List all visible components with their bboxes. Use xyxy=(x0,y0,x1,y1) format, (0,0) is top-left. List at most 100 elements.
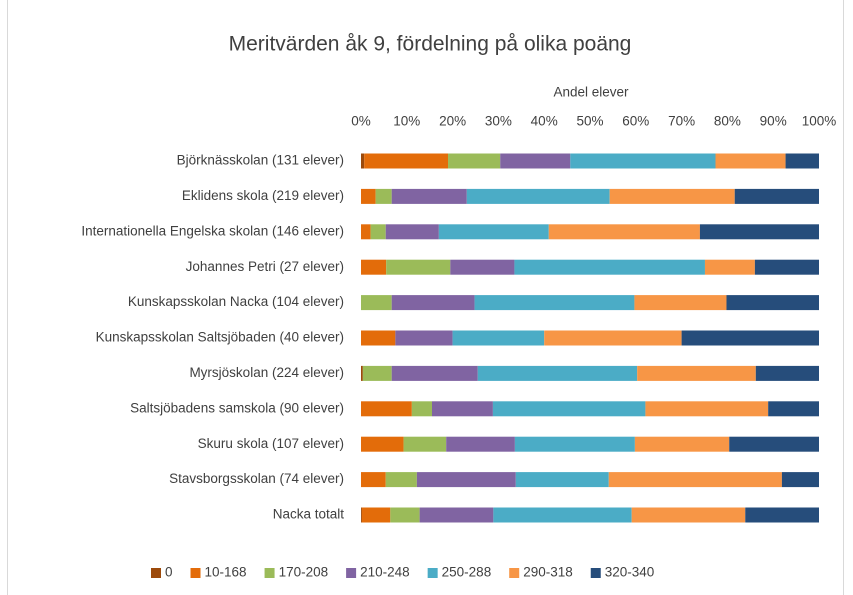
bar-segment xyxy=(390,507,420,523)
x-tick-label: 0% xyxy=(351,114,371,129)
bar-segment xyxy=(391,295,475,311)
legend-swatch xyxy=(190,568,201,578)
legend-label: 290-318 xyxy=(523,565,573,580)
bar-segment xyxy=(477,365,638,381)
x-axis-label: Andel elever xyxy=(553,85,629,100)
legend-label: 320-340 xyxy=(605,565,655,580)
bar-segment xyxy=(466,188,610,204)
bar-segment xyxy=(492,401,646,417)
y-tick-label: Internationella Engelska skolan (146 ele… xyxy=(81,223,344,238)
x-tick-label: 60% xyxy=(622,114,649,129)
bar-segment xyxy=(645,401,769,417)
bar-segment xyxy=(361,330,396,346)
legend-label: 170-208 xyxy=(279,565,329,580)
bar-segment xyxy=(726,295,819,311)
x-tick-label: 90% xyxy=(760,114,787,129)
bar-segment xyxy=(370,224,386,240)
bar-segment xyxy=(729,436,819,452)
bar-segment xyxy=(781,472,819,488)
bar-segment xyxy=(386,259,451,275)
legend-label: 0 xyxy=(165,565,173,580)
x-tick-label: 30% xyxy=(485,114,512,129)
bar-segment xyxy=(544,330,682,346)
y-tick-label: Saltsjöbadens samskola (90 elever) xyxy=(130,400,344,415)
bar-segment xyxy=(361,295,392,311)
bar-segment xyxy=(634,295,727,311)
bar-segment xyxy=(431,401,493,417)
chart-title: Meritvärden åk 9, fördelning på olika po… xyxy=(229,33,632,56)
bar-segment xyxy=(391,188,467,204)
bar-segment xyxy=(450,259,515,275)
bar-segment xyxy=(364,153,449,169)
bar-segment xyxy=(631,507,746,523)
y-tick-label: Kunskapsskolan Nacka (104 elever) xyxy=(128,294,344,309)
bar-segment xyxy=(361,188,376,204)
bar-segment xyxy=(361,259,387,275)
bar-segment xyxy=(734,188,819,204)
bar-segment xyxy=(385,224,439,240)
bar-segment xyxy=(452,330,545,346)
bar-segment xyxy=(515,472,609,488)
legend-swatch xyxy=(590,568,601,578)
x-tick-label: 80% xyxy=(714,114,741,129)
bar-segment xyxy=(361,224,371,240)
bar-segment xyxy=(361,365,363,381)
bar-segment xyxy=(361,401,412,417)
y-tick-label: Myrsjöskolan (224 elever) xyxy=(189,365,344,380)
legend-swatch xyxy=(427,568,438,578)
bar-segment xyxy=(411,401,432,417)
bar-segment xyxy=(608,472,782,488)
bar-segment xyxy=(362,365,392,381)
bar-segment xyxy=(637,365,756,381)
bar-segment xyxy=(493,507,632,523)
bar-segment xyxy=(754,259,819,275)
bar-segment xyxy=(548,224,700,240)
bar-segment xyxy=(361,507,362,523)
bar-segment xyxy=(361,507,391,523)
bar-segment xyxy=(416,472,516,488)
bar-segment xyxy=(634,436,730,452)
bar-segment xyxy=(361,153,365,169)
bar-segment xyxy=(681,330,819,346)
legend-swatch xyxy=(151,568,161,578)
x-tick-label: 10% xyxy=(393,114,420,129)
y-tick-label: Skuru skola (107 elever) xyxy=(198,436,344,451)
bar-segment xyxy=(514,436,635,452)
bar-segment xyxy=(448,153,501,169)
bar-segment xyxy=(514,259,705,275)
bar-segment xyxy=(570,153,716,169)
bar-segment xyxy=(385,472,417,488)
bar-segment xyxy=(745,507,819,523)
bar-segment xyxy=(755,365,819,381)
bar-segment xyxy=(704,259,755,275)
bar-segment xyxy=(361,436,404,452)
legend-label: 10-168 xyxy=(205,565,247,580)
bar-segment xyxy=(715,153,786,169)
bar-segment xyxy=(361,472,386,488)
bar-segment xyxy=(609,188,735,204)
bar-segment xyxy=(474,295,635,311)
bar-segment xyxy=(403,436,447,452)
y-tick-label: Nacka totalt xyxy=(273,507,345,522)
x-tick-label: 50% xyxy=(576,114,603,129)
legend-swatch xyxy=(509,568,520,578)
x-tick-label: 100% xyxy=(802,114,837,129)
legend-swatch xyxy=(346,568,357,578)
legend-label: 210-248 xyxy=(360,565,410,580)
y-tick-label: Johannes Petri (27 elever) xyxy=(186,259,344,274)
y-tick-label: Stavsborgsskolan (74 elever) xyxy=(169,471,344,486)
bar-segment xyxy=(785,153,819,169)
legend-swatch xyxy=(264,568,275,578)
bar-segment xyxy=(419,507,494,523)
x-tick-label: 70% xyxy=(668,114,695,129)
bar-segment xyxy=(699,224,819,240)
bar-segment xyxy=(375,188,392,204)
y-tick-label: Kunskapsskolan Saltsjöbaden (40 elever) xyxy=(96,330,344,345)
bar-segment xyxy=(391,365,478,381)
y-tick-label: Björknässkolan (131 elever) xyxy=(177,153,344,168)
bar-segment xyxy=(768,401,819,417)
bar-segment xyxy=(395,330,453,346)
legend-label: 250-288 xyxy=(442,565,492,580)
